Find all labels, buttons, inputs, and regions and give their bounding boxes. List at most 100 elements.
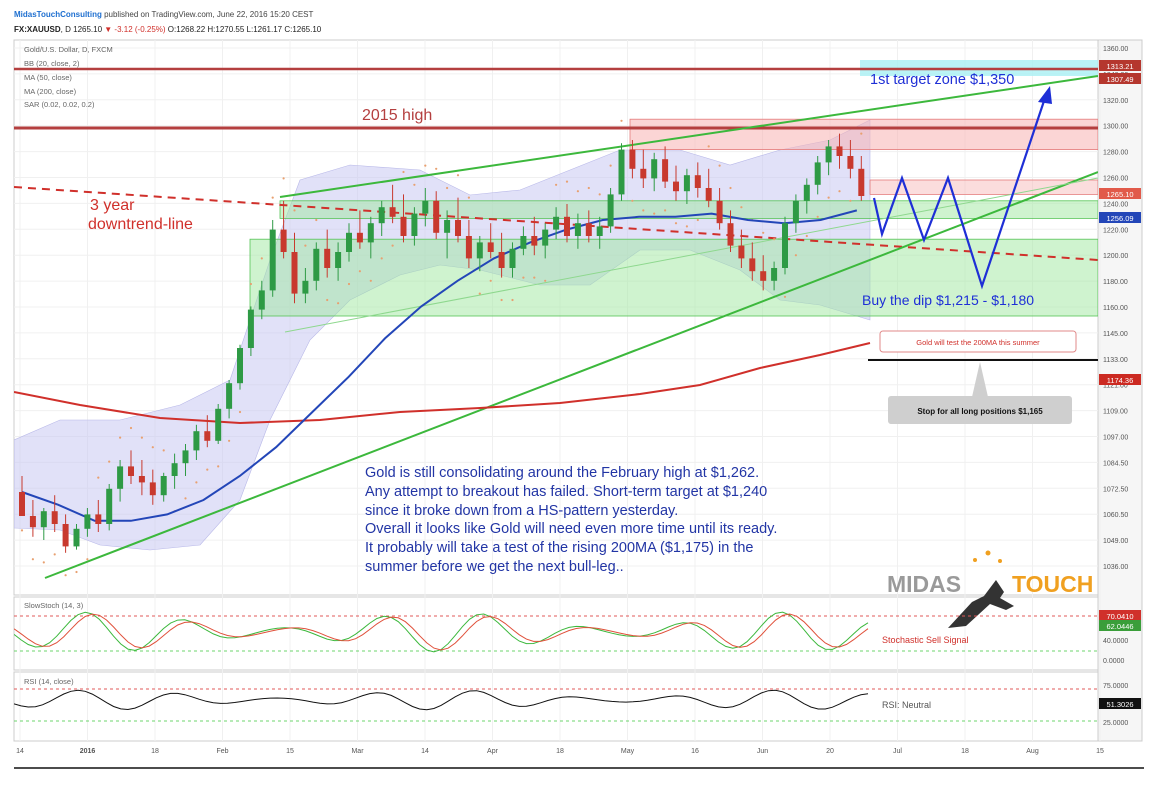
candle-body <box>138 476 145 483</box>
candle-body <box>444 220 451 233</box>
sar-dot <box>228 439 231 442</box>
stoch-pane[interactable] <box>13 596 1099 671</box>
price-tick-label: 1260.00 <box>1103 176 1128 183</box>
legend-bb[interactable]: BB (20, close, 2) <box>24 59 80 68</box>
sar-dot <box>129 426 133 430</box>
price-axis[interactable] <box>1097 39 1143 742</box>
logo-spark-icon <box>985 550 991 556</box>
candle-body <box>760 271 767 281</box>
candle-body <box>313 248 320 281</box>
candle-body <box>433 200 440 233</box>
candle-body <box>128 466 134 476</box>
price-tick-label: 1036.00 <box>1103 564 1128 571</box>
feb-high-zone <box>279 200 1098 219</box>
price-tag-label: 1307.49 <box>1106 75 1133 84</box>
candle-body <box>465 236 472 259</box>
candle-body <box>509 248 516 268</box>
legend-ma200[interactable]: MA (200, close) <box>24 87 77 96</box>
candle-body <box>84 514 91 529</box>
legend-main[interactable]: Gold/U.S. Dollar, D, FXCM <box>24 45 113 54</box>
label-buy-dip: Buy the dip $1,215 - $1,180 <box>862 292 1034 308</box>
candle-body <box>618 149 625 195</box>
sar-dot <box>260 257 263 260</box>
commentary-line-2: Any attempt to breakout has failed. Shor… <box>365 484 767 500</box>
osc-tag-label: 51.3026 <box>1106 700 1133 709</box>
label-target-zone: 1st target zone $1,350 <box>870 72 1014 88</box>
sar-dot <box>380 257 383 260</box>
candle-body <box>858 168 865 196</box>
time-tick-label: Jun <box>757 748 768 755</box>
candle-body <box>378 207 385 224</box>
price-tick-label: 1160.00 <box>1103 305 1128 312</box>
sar-dot <box>696 218 699 222</box>
candle-body <box>487 242 494 252</box>
time-tick-label: 18 <box>556 748 564 755</box>
price-tag <box>1099 212 1141 223</box>
logo-spark-icon <box>973 558 977 562</box>
rsi-pane[interactable] <box>13 671 1099 742</box>
legend-stoch[interactable]: SlowStoch (14, 3) <box>24 601 84 610</box>
price-tick-label: 1049.00 <box>1103 538 1128 545</box>
candle-body <box>117 466 124 489</box>
sar-dot <box>576 190 580 193</box>
label-downtrend-2: downtrend-line <box>88 216 193 233</box>
candle-body <box>716 200 723 224</box>
candle-body <box>160 476 167 496</box>
commentary-line-1: Gold is still consolidating around the F… <box>365 465 759 481</box>
indicator-legend: Gold/U.S. Dollar, D, FXCM BB (20, close,… <box>24 45 113 109</box>
sar-dot <box>740 206 743 209</box>
rsi-tick-label: 25.0000 <box>1103 720 1128 727</box>
price-tag-label: 1256.09 <box>1106 214 1133 223</box>
buy-dip-zone <box>249 238 1098 317</box>
projection-path <box>872 97 1047 290</box>
sar-dot <box>75 570 78 574</box>
candle-body <box>455 220 461 236</box>
candle-body <box>585 223 592 236</box>
sar-dot <box>217 465 220 468</box>
price-tag-label: 1265.10 <box>1106 190 1133 199</box>
sar-dot <box>195 481 198 484</box>
sar-dot <box>849 199 852 202</box>
candle-body <box>607 194 614 227</box>
legend-sar[interactable]: SAR (0.02, 0.02, 0.2) <box>24 100 95 109</box>
sar-dot <box>184 497 187 500</box>
candle-body <box>792 200 799 224</box>
sar-dot <box>293 209 296 212</box>
time-tick-label: 2016 <box>80 748 96 755</box>
time-tick-label: Apr <box>487 748 499 755</box>
candle-body <box>346 232 352 252</box>
candle-body <box>247 309 254 348</box>
candle-body <box>291 252 298 294</box>
time-tick-label: 14 <box>16 748 24 755</box>
candle-body <box>596 226 603 236</box>
candle-body <box>422 200 429 214</box>
symbol[interactable]: FX:XAUUSD <box>14 25 61 34</box>
price-tick-label: 1084.50 <box>1103 460 1128 467</box>
ohlc-values: O:1268.22 H:1270.55 L:1261.17 C:1265.10 <box>167 25 322 34</box>
price-tag <box>1099 188 1141 199</box>
candle-body <box>476 242 483 259</box>
candle-body <box>215 408 222 441</box>
candle-body <box>738 245 745 259</box>
sar-dot <box>522 276 525 279</box>
candle-body <box>40 511 47 528</box>
sar-dot <box>631 199 634 202</box>
publisher-name[interactable]: MidasTouchConsulting <box>14 10 102 19</box>
legend-ma50[interactable]: MA (50, close) <box>24 73 72 82</box>
sar-dot <box>598 193 601 196</box>
candle-body <box>520 236 527 249</box>
legend-rsi[interactable]: RSI (14, close) <box>24 677 74 686</box>
label-stoch-signal: Stochastic Sell Signal <box>882 635 969 645</box>
candle-body <box>814 162 821 185</box>
candle-body <box>237 348 243 384</box>
price-tick-label: 1240.00 <box>1103 201 1128 208</box>
candle-body <box>149 482 156 496</box>
sar-dot <box>97 476 100 479</box>
price-tick-label: 1360.00 <box>1103 46 1128 53</box>
sar-dot <box>391 244 394 247</box>
time-tick-label: 18 <box>151 748 159 755</box>
time-tick-label: 18 <box>961 748 969 755</box>
sar-dot <box>315 218 318 222</box>
uptrend-line <box>44 171 1098 579</box>
